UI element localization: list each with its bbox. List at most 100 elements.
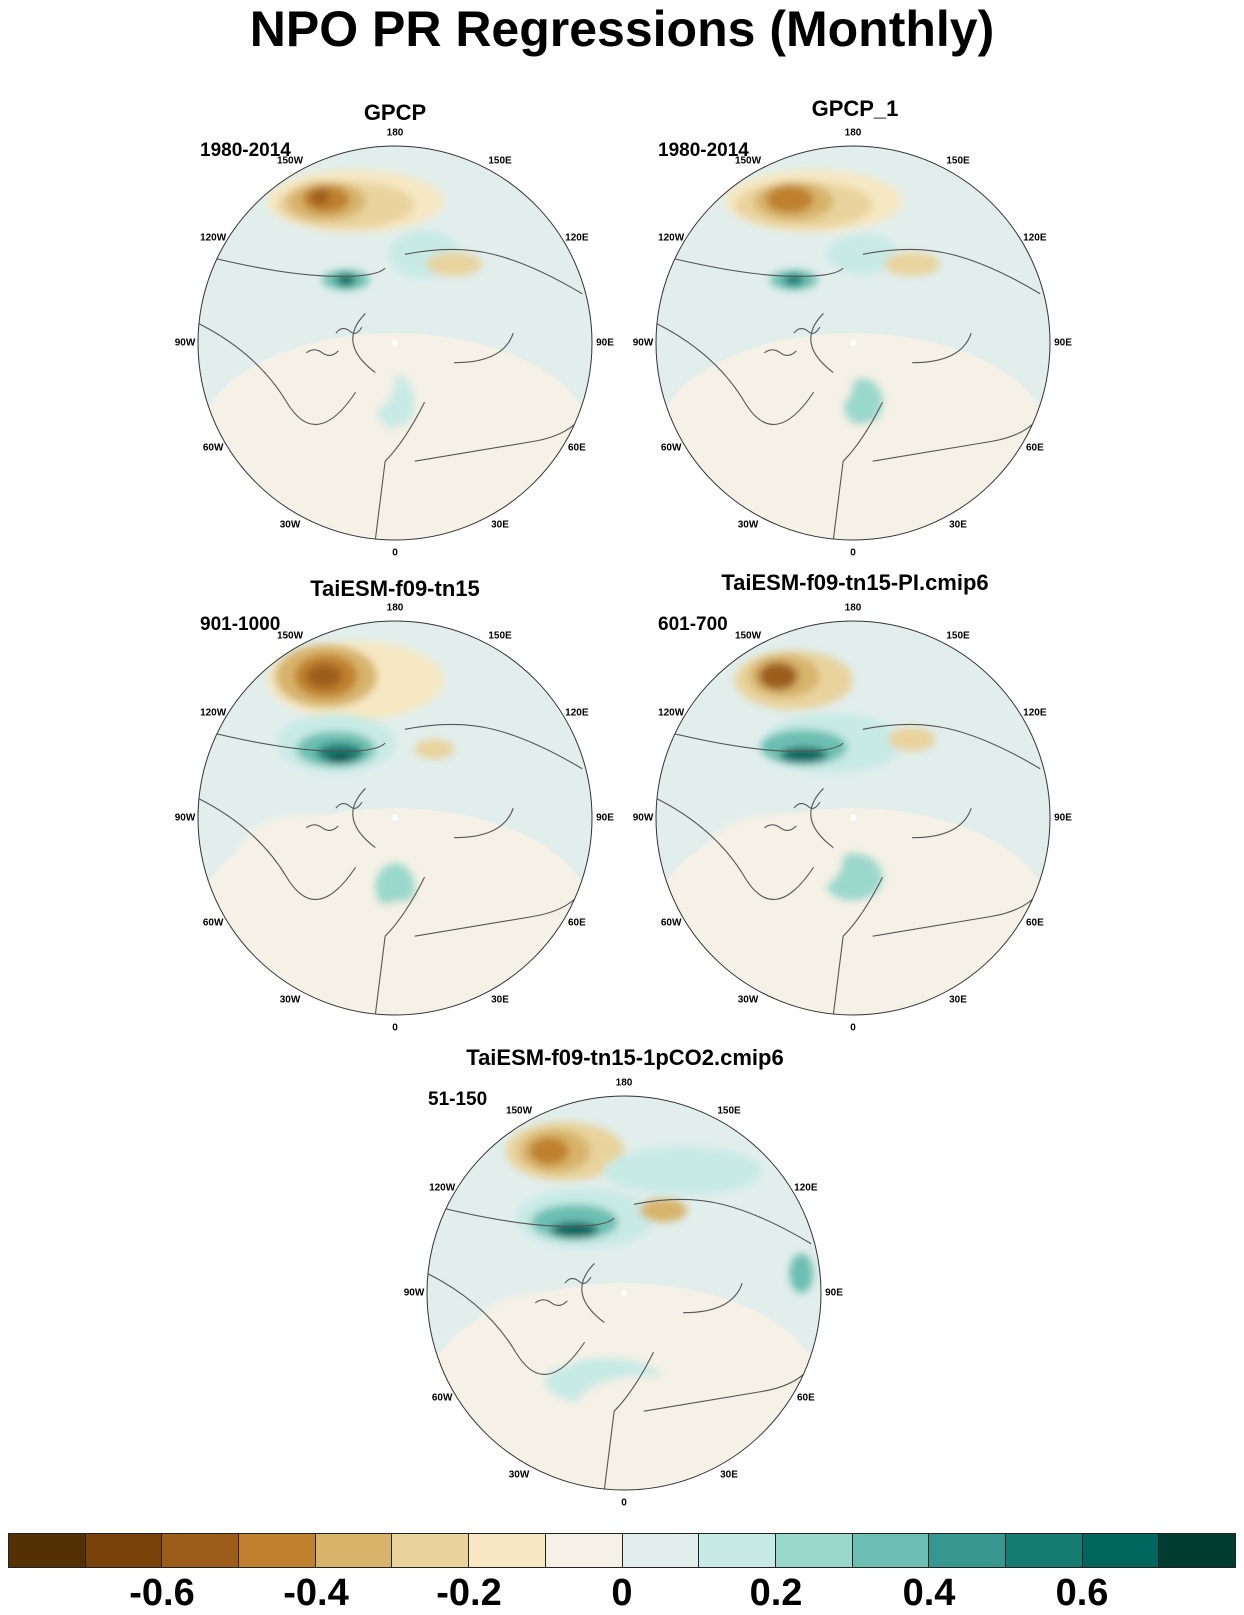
longitude-label: 90W — [174, 812, 196, 824]
longitude-label: 30E — [491, 994, 509, 1006]
longitude-label: 120E — [1023, 232, 1047, 244]
longitude-label: 150W — [276, 155, 304, 167]
longitude-label: 30W — [279, 519, 301, 531]
longitude-label: 60W — [660, 917, 682, 929]
panel-period-3: 901-1000 — [200, 614, 281, 635]
longitude-label: 0 — [621, 1497, 627, 1509]
longitude-label: 30E — [491, 519, 509, 531]
panel-period-2: 1980-2014 — [658, 140, 749, 161]
colorbar-label: 0.4 — [902, 1572, 956, 1614]
panel-title-3: TaiESM-f09-tn15 — [310, 576, 480, 601]
longitude-label: 180 — [386, 602, 404, 614]
polar-map-3 — [197, 620, 593, 1016]
longitude-label: 90W — [632, 337, 654, 349]
colorbar-swatch — [1082, 1534, 1160, 1567]
longitude-label: 180 — [844, 602, 862, 614]
panel-title-5: TaiESM-f09-tn15-1pCO2.cmip6 — [466, 1045, 784, 1070]
panel-title-4: TaiESM-f09-tn15-PI.cmip6 — [721, 570, 989, 595]
panel-title-1: GPCP — [363, 100, 427, 125]
longitude-label: 150W — [505, 1105, 533, 1117]
colorbar-label: 0 — [611, 1572, 633, 1614]
panel-period-4: 601-700 — [658, 614, 728, 635]
longitude-label: 150W — [276, 630, 304, 642]
longitude-label: 30W — [737, 519, 759, 531]
longitude-label: 60E — [1025, 917, 1044, 929]
longitude-label: 150E — [488, 155, 512, 167]
longitude-label: 120E — [794, 1182, 818, 1194]
longitude-label: 150E — [717, 1105, 741, 1117]
longitude-label: 180 — [615, 1077, 633, 1089]
longitude-label: 150W — [734, 630, 762, 642]
polar-map-4 — [655, 620, 1051, 1016]
colorbar-swatch — [392, 1534, 470, 1567]
longitude-label: 150E — [946, 630, 970, 642]
longitude-label: 120E — [565, 232, 589, 244]
colorbar-swatch — [852, 1534, 930, 1567]
polar-map-2 — [655, 145, 1051, 541]
longitude-label: 60E — [567, 917, 586, 929]
panel-title-2: GPCP_1 — [811, 96, 899, 121]
longitude-label: 0 — [850, 547, 856, 559]
longitude-label: 0 — [392, 547, 398, 559]
colorbar-label: -0.6 — [129, 1572, 195, 1614]
longitude-label: 90E — [596, 812, 614, 824]
colorbar-swatch — [699, 1534, 776, 1567]
longitude-label: 90E — [1054, 337, 1072, 349]
longitude-label: 60W — [202, 917, 224, 929]
colorbar-swatch — [85, 1534, 163, 1567]
longitude-label: 30W — [737, 994, 759, 1006]
longitude-label: 120W — [429, 1182, 456, 1194]
longitude-label: 150W — [734, 155, 762, 167]
colorbar-swatch — [9, 1534, 86, 1567]
colorbar-label: 0.2 — [749, 1572, 803, 1614]
colorbar-swatch — [622, 1534, 700, 1567]
longitude-label: 0 — [850, 1022, 856, 1034]
longitude-label: 60W — [202, 442, 224, 454]
longitude-label: 30E — [949, 994, 967, 1006]
longitude-label: 120E — [1023, 707, 1047, 719]
longitude-label: 90E — [825, 1287, 843, 1299]
colorbar-swatch — [775, 1534, 853, 1567]
colorbar-label: -0.2 — [436, 1572, 502, 1614]
longitude-label: 120W — [200, 232, 227, 244]
longitude-label: 60W — [431, 1392, 453, 1404]
longitude-label: 180 — [386, 127, 404, 139]
colorbar-swatch — [162, 1534, 240, 1567]
longitude-label: 60W — [660, 442, 682, 454]
colorbar-swatch — [469, 1534, 546, 1567]
longitude-label: 60E — [796, 1392, 815, 1404]
colorbar-label: 0.6 — [1055, 1572, 1109, 1614]
colorbar — [8, 1533, 1236, 1568]
longitude-label: 180 — [844, 127, 862, 139]
colorbar-swatch — [929, 1534, 1006, 1567]
panel-period-1: 1980-2014 — [200, 140, 291, 161]
longitude-label: 0 — [392, 1022, 398, 1034]
longitude-label: 120W — [200, 707, 227, 719]
longitude-label: 30W — [279, 994, 301, 1006]
longitude-label: 90W — [403, 1287, 425, 1299]
polar-map-5 — [426, 1095, 822, 1491]
longitude-label: 120E — [565, 707, 589, 719]
longitude-label: 150E — [488, 630, 512, 642]
colorbar-swatch — [1005, 1534, 1083, 1567]
longitude-label: 30E — [949, 519, 967, 531]
longitude-label: 90E — [1054, 812, 1072, 824]
longitude-label: 30W — [508, 1469, 530, 1481]
colorbar-swatch — [545, 1534, 623, 1567]
longitude-label: 60E — [567, 442, 586, 454]
longitude-label: 60E — [1025, 442, 1044, 454]
longitude-label: 90W — [632, 812, 654, 824]
panel-period-5: 51-150 — [428, 1089, 488, 1110]
longitude-label: 150E — [946, 155, 970, 167]
longitude-label: 120W — [658, 232, 685, 244]
figure-title: NPO PR Regressions (Monthly) — [249, 1, 995, 57]
longitude-label: 120W — [658, 707, 685, 719]
colorbar-label: -0.4 — [283, 1572, 349, 1614]
longitude-label: 90E — [596, 337, 614, 349]
colorbar-swatch — [1159, 1534, 1235, 1567]
colorbar-swatch — [239, 1534, 316, 1567]
polar-map-1 — [197, 145, 593, 541]
colorbar-swatch — [315, 1534, 393, 1567]
longitude-label: 90W — [174, 337, 196, 349]
longitude-label: 30E — [720, 1469, 738, 1481]
